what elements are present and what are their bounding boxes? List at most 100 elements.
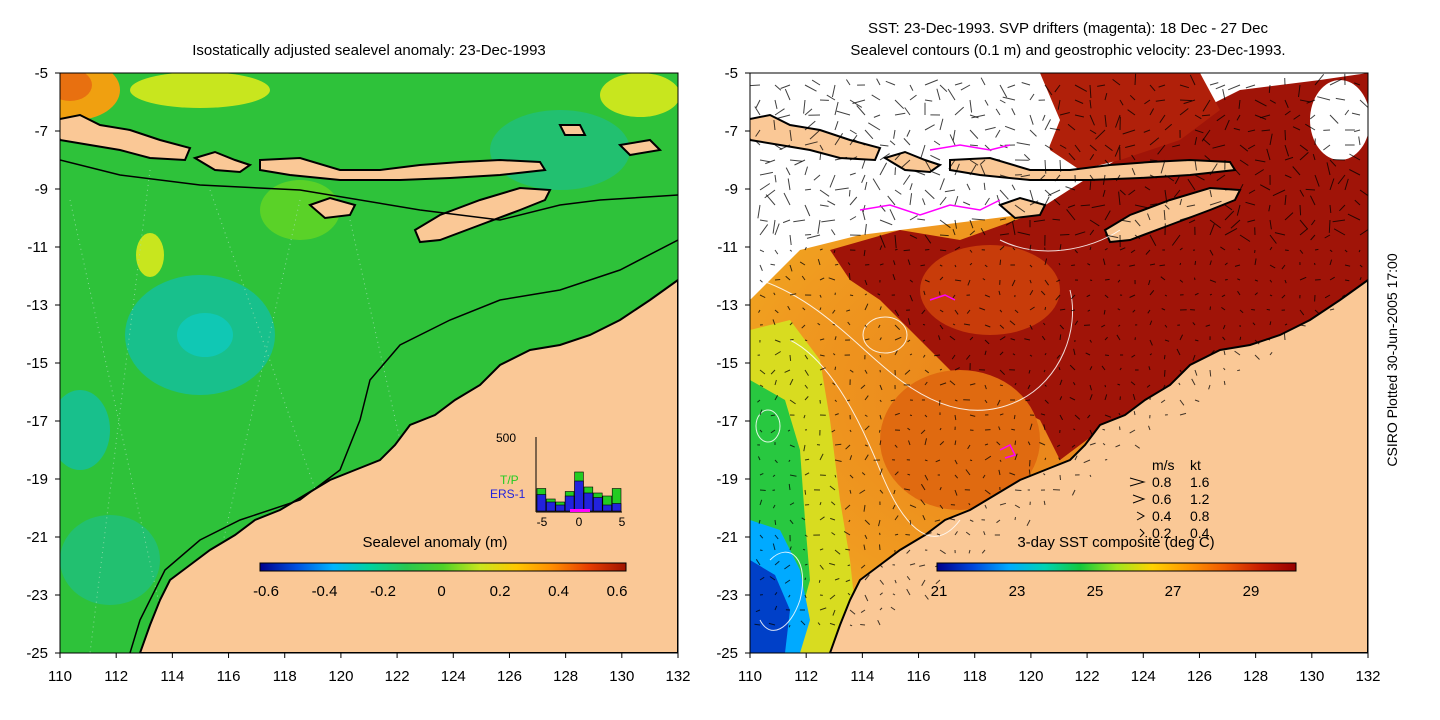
velocity-vector — [876, 78, 881, 86]
right-colorbar-tick-label: 27 — [1165, 583, 1182, 600]
velocity-vector — [879, 489, 884, 494]
left-satellite-tracks — [69, 169, 401, 653]
velocity-vector — [1309, 195, 1316, 206]
velocity-vector — [1101, 365, 1106, 371]
right-map-x-tick-label: 128 — [1243, 668, 1268, 685]
velocity-vector — [1284, 195, 1287, 206]
velocity-vector — [831, 429, 836, 433]
velocity-vector — [832, 309, 836, 314]
velocity-vector — [877, 619, 881, 626]
velocity-vector — [764, 189, 776, 199]
velocity-vector — [819, 453, 824, 461]
velocity-vector — [804, 489, 807, 495]
velocity-vector — [772, 219, 776, 234]
velocity-vector — [849, 609, 856, 615]
left-anomaly-yellow-mid — [136, 233, 164, 277]
velocity-vector — [759, 576, 765, 581]
left-map-x-tick-label: 120 — [328, 668, 353, 685]
velocity-vector — [830, 229, 836, 236]
velocity-vector — [782, 219, 791, 224]
histogram-xtick-5: 5 — [619, 515, 626, 529]
velocity-vector — [789, 378, 794, 386]
velocity-vector — [894, 112, 906, 116]
velocity-vector — [924, 189, 935, 200]
velocity-vector — [772, 319, 776, 326]
velocity-vector — [954, 531, 958, 536]
velocity-vector — [759, 473, 764, 476]
velocity-vector — [1149, 289, 1155, 296]
velocity-vector — [1047, 189, 1061, 197]
velocity-vector — [924, 459, 928, 462]
velocity-vector — [924, 414, 928, 418]
velocity-vector — [879, 153, 890, 161]
velocity-vector — [885, 80, 896, 86]
velocity-vector — [924, 594, 929, 600]
velocity-vector — [1089, 181, 1092, 191]
velocity-vector — [879, 414, 882, 420]
velocity-vector — [819, 564, 824, 570]
left-anomaly-cool-west — [60, 390, 110, 470]
velocity-vector — [750, 84, 761, 87]
velocity-vector — [811, 79, 821, 86]
velocity-vector — [1347, 213, 1361, 221]
velocity-vector — [819, 153, 822, 161]
velocity-vector — [1284, 279, 1287, 284]
velocity-vector — [1029, 129, 1037, 137]
velocity-vector — [1026, 519, 1031, 527]
right-map-y-tick-label: -19 — [716, 471, 738, 488]
velocity-vector — [1194, 339, 1199, 342]
velocity-vector — [1115, 444, 1121, 448]
velocity-vector — [1284, 212, 1294, 221]
velocity-vector — [789, 354, 792, 361]
velocity-vector — [844, 504, 851, 510]
velocity-vector — [949, 380, 956, 386]
velocity-vector — [923, 290, 926, 296]
velocity-vector — [1027, 384, 1031, 390]
velocity-vector — [1012, 247, 1016, 251]
velocity-vector — [804, 577, 807, 581]
velocity-legend-arrow — [1136, 511, 1146, 521]
velocity-vector — [1299, 276, 1307, 281]
velocity-vector — [1299, 99, 1311, 103]
velocity-vector — [1329, 308, 1335, 311]
velocity-vector — [939, 309, 944, 313]
velocity-vector — [804, 396, 809, 401]
left-timor-island — [413, 186, 552, 244]
velocity-vector — [1149, 320, 1153, 326]
velocity-vector — [872, 178, 881, 191]
velocity-vector — [1071, 264, 1076, 266]
velocity-legend-ms: 0.8 — [1152, 474, 1172, 490]
velocity-legend-rows: 0.8 1.60.6 1.20.4 0.80.2 0.4 — [1129, 474, 1210, 541]
velocity-vector — [1020, 174, 1031, 178]
velocity-vector — [1074, 455, 1078, 461]
velocity-vector — [784, 369, 791, 373]
velocity-vector — [1266, 338, 1271, 341]
velocity-vector — [1239, 183, 1244, 191]
histogram-marker — [570, 509, 590, 512]
left-map-axes: 110 112 114 116 118 120 122 124 126 128 130 132 -5 -7… — [26, 65, 690, 685]
velocity-vector — [1215, 84, 1226, 90]
velocity-vector — [879, 607, 883, 611]
velocity-vector — [1269, 219, 1272, 230]
velocity-vector — [917, 218, 926, 221]
velocity-vector — [894, 248, 898, 251]
velocity-vector — [834, 263, 839, 266]
velocity-vector — [1172, 144, 1181, 148]
velocity-vector — [934, 354, 941, 357]
velocity-vector — [892, 274, 896, 281]
velocity-vector — [1194, 260, 1197, 266]
velocity-vector — [789, 474, 797, 477]
velocity-vector — [909, 504, 917, 509]
velocity-vector — [1149, 263, 1156, 266]
velocity-vector — [969, 230, 976, 236]
velocity-vector — [1299, 249, 1304, 254]
velocity-vector — [1209, 349, 1215, 356]
velocity-vector — [860, 609, 866, 614]
velocity-vector — [924, 532, 932, 536]
velocity-vector — [962, 201, 971, 206]
velocity-vector — [1159, 264, 1166, 267]
velocity-vector — [1053, 199, 1061, 206]
velocity-vector — [954, 309, 959, 315]
left-sumbawa-flores — [259, 156, 547, 181]
velocity-vector — [939, 234, 949, 237]
